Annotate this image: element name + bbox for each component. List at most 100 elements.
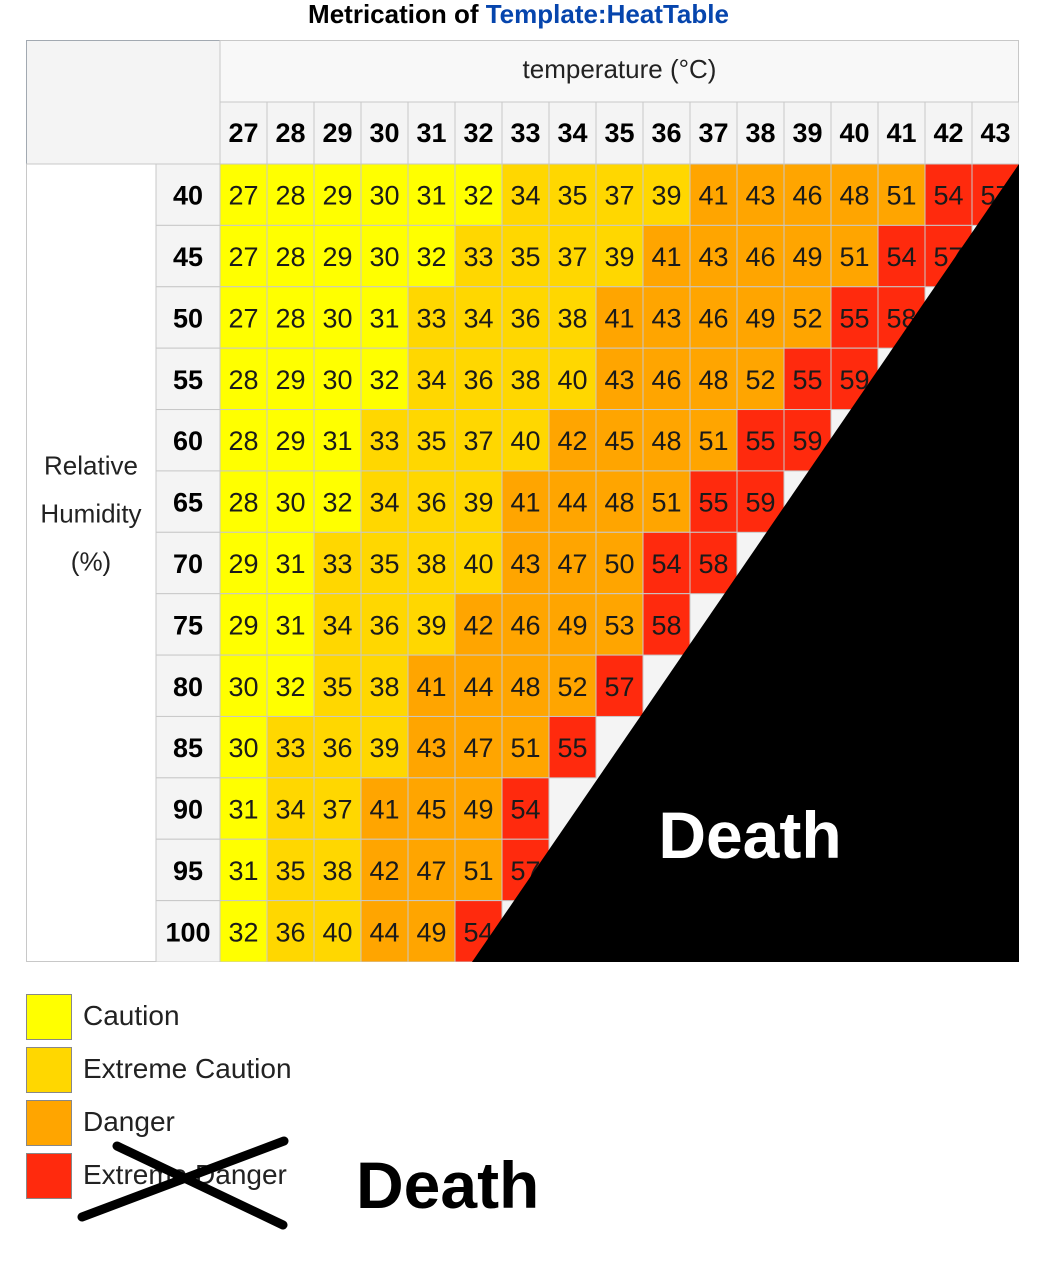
heat-cell [407,900,456,962]
y-tick-label: 45 [173,242,203,272]
heat-cell [830,224,879,288]
y-axis-label-line: Humidity [40,499,141,529]
temperature-header-cell [219,40,1019,103]
y-tick-cell [155,715,221,779]
heat-cell-value: 59 [745,488,775,518]
heat-cell-value: 46 [651,365,681,395]
y-tick-cell [155,409,221,472]
heat-cell-value: 38 [369,672,399,702]
heat-cell-value: 42 [557,426,587,456]
heat-cell-value: 36 [463,365,493,395]
heat-cell [454,409,503,472]
heat-cell-value: 52 [745,365,775,395]
heat-cell-value: 35 [322,672,352,702]
heat-cell-value: 54 [651,549,681,579]
x-tick-label: 35 [604,118,634,148]
heat-cell [689,531,738,595]
heat-cell [219,654,268,717]
heat-cell [360,715,409,779]
heat-cell [360,409,409,472]
y-tick-label: 85 [173,733,203,763]
x-tick-label: 36 [651,118,681,148]
heat-cell-value: 42 [369,856,399,886]
heat-cell-value: 29 [275,365,305,395]
heat-cell-value: 35 [275,856,305,886]
heat-cell-value: 30 [322,365,352,395]
heat-cell-value: 47 [416,856,446,886]
heat-cell [219,286,268,349]
heat-cell-value: 55 [839,303,869,333]
heat-cell [642,224,691,288]
heat-cell [266,593,315,656]
heat-cell-value: 43 [745,181,775,211]
x-tick-label: 39 [792,118,822,148]
heat-cell [501,470,550,533]
heat-cell [219,593,268,656]
heat-cell-value: 49 [792,242,822,272]
heat-cell-value: 32 [275,672,305,702]
heat-cell [548,286,597,349]
humidity-label-cell [26,163,157,962]
heat-cell [595,347,644,411]
heat-cell [501,286,550,349]
y-tick-cell [155,286,221,349]
heat-cell [830,286,879,349]
legend-swatch-caution [26,994,72,1040]
y-tick-label: 65 [173,488,203,518]
heat-cell-value: 32 [228,917,258,947]
heat-cell [407,593,456,656]
heat-cell [595,470,644,533]
heat-cell [548,409,597,472]
heat-cell-value: 41 [698,181,728,211]
heat-cell [783,286,832,349]
heat-cell [407,409,456,472]
heat-cell [313,224,362,288]
death-legend-label: Death [356,1148,540,1222]
heat-cell-value: 31 [322,426,352,456]
x-tick-cell [783,101,832,165]
x-tick-cell [313,101,362,165]
x-tick-cell [924,101,973,165]
heat-cell [266,900,315,962]
heat-cell-value: 59 [792,426,822,456]
heat-cell [407,163,456,226]
heat-cell-value: 51 [886,181,916,211]
heat-cell [313,777,362,840]
heat-cell-value: 40 [463,549,493,579]
heat-cell [313,654,362,717]
x-tick-label: 37 [698,118,728,148]
heat-cell [313,163,362,226]
template-link[interactable]: Template:HeatTable [485,0,729,29]
heat-cell-value: 43 [604,365,634,395]
heat-cell [642,593,691,656]
heat-cell-value: 52 [792,303,822,333]
heat-cell-value: 41 [369,795,399,825]
heat-cell-value: 32 [416,242,446,272]
heat-cell [454,838,503,902]
heat-cell-value: 27 [228,181,258,211]
heat-cell [501,593,550,656]
heat-cell [642,286,691,349]
heat-cell [266,531,315,595]
heat-cell [454,286,503,349]
heat-cell-value: 58 [651,610,681,640]
heat-cell-value: 48 [698,365,728,395]
y-axis-label-line: (%) [71,547,111,577]
heat-cell [454,470,503,533]
y-tick-label: 60 [173,426,203,456]
heat-cell [313,593,362,656]
heat-cell-value: 37 [604,181,634,211]
heat-cell-value: 41 [510,488,540,518]
heat-cell-value: 48 [651,426,681,456]
heat-cell [313,470,362,533]
heat-cell [266,347,315,411]
heat-cell-value: 37 [463,426,493,456]
heat-cell-value: 36 [369,610,399,640]
chart-title: Metrication of Template:HeatTable [0,0,1037,30]
x-tick-cell [407,101,456,165]
x-tick-label: 29 [322,118,352,148]
heat-cell [360,777,409,840]
heat-cell-value: 29 [228,549,258,579]
heat-cell [313,409,362,472]
heat-cell [736,224,785,288]
